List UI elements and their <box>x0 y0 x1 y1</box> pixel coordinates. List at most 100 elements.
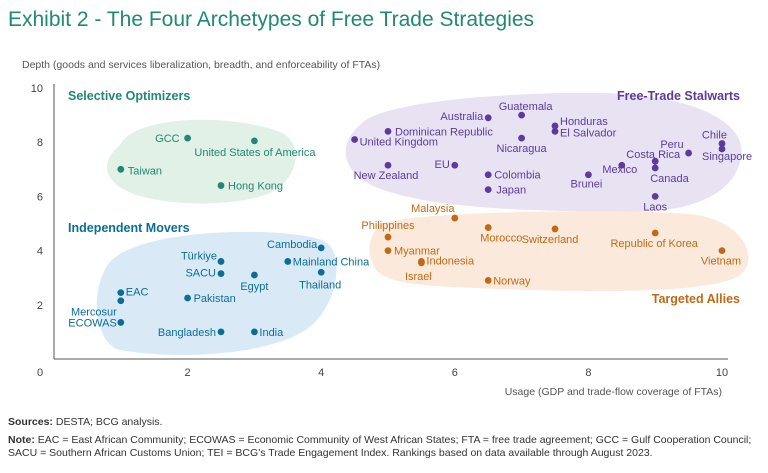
note-text: EAC = East African Community; ECOWAS = E… <box>8 434 752 459</box>
point-mexico <box>618 161 626 169</box>
point-canada <box>651 164 659 172</box>
point-ecowas <box>117 319 125 326</box>
point-turkiye <box>217 258 225 265</box>
label-brunei: Brunei <box>571 179 603 191</box>
label-egypt: Egypt <box>240 281 268 293</box>
sources-line: Sources: DESTA; BCG analysis. <box>8 416 162 428</box>
label-new-zealand: New Zealand <box>354 170 419 182</box>
point-taiwan <box>117 165 125 173</box>
label-philippines: Philippines <box>361 220 415 232</box>
point-dominican-republic <box>384 127 392 135</box>
page-title: Exhibit 2 - The Four Archetypes of Free … <box>8 8 535 31</box>
label-canada: Canada <box>650 173 689 185</box>
sources-label: Sources: <box>8 416 53 428</box>
label-taiwan: Taiwan <box>128 165 162 177</box>
label-mexico: Mexico <box>602 164 637 176</box>
label-eac: EAC <box>126 287 149 299</box>
point-bangladesh <box>217 328 225 336</box>
label-colombia: Colombia <box>494 170 541 182</box>
label-mercosur: Mercosur <box>71 307 117 319</box>
point-honduras <box>551 122 559 130</box>
x-tick-label: 0 <box>37 367 43 379</box>
point-thailand <box>317 268 325 276</box>
label-turkiye: Türkiye <box>181 250 217 262</box>
group-heading-targeted-allies: Targeted Allies <box>652 292 740 306</box>
point-united-kingdom <box>351 136 358 143</box>
point-costa-rica <box>651 157 659 165</box>
label-nicaragua: Nicaragua <box>497 143 548 155</box>
point-chile <box>718 140 726 147</box>
point-pakistan <box>184 294 192 302</box>
point-switzerland <box>551 225 559 233</box>
point-egypt <box>251 271 258 279</box>
point-cambodia <box>317 244 325 252</box>
label-sacu: SACU <box>185 268 216 280</box>
label-eu: EU <box>435 159 450 171</box>
point-nicaragua <box>518 134 525 142</box>
label-dominican-republic: Dominican Republic <box>395 126 493 138</box>
label-australia: Australia <box>440 111 484 123</box>
point-malaysia <box>451 214 459 222</box>
label-chile: Chile <box>702 130 727 142</box>
point-norway <box>484 277 492 284</box>
point-new-zealand <box>384 161 392 169</box>
label-morocco: Morocco <box>480 233 522 245</box>
label-mainland-china: Mainland China <box>293 256 370 268</box>
point-japan <box>484 186 492 194</box>
label-india: India <box>259 327 284 339</box>
x-tick-label: 8 <box>585 367 591 379</box>
y-axis-label: Depth (goods and services liberalization… <box>22 59 381 71</box>
label-switzerland: Switzerland <box>522 234 579 246</box>
label-ecowas: ECOWAS <box>68 317 117 329</box>
point-peru <box>685 149 692 157</box>
point-india <box>251 328 258 336</box>
label-malaysia: Malaysia <box>411 203 455 215</box>
point-myanmar <box>384 247 392 255</box>
label-israel: Israel <box>405 271 432 283</box>
scatter-chart: 0 2 4 6 8 10 2 4 6 8 10 Usage (GDP and trade-flow c… <box>31 83 752 398</box>
point-israel <box>418 259 425 267</box>
point-eu <box>451 161 459 169</box>
note-paragraph: Note: EAC = East African Community; ECOW… <box>8 434 760 460</box>
label-united-states-of-america: United States of America <box>194 147 316 159</box>
label-cambodia: Cambodia <box>267 239 318 251</box>
label-laos: Laos <box>643 201 667 213</box>
label-indonesia: Indonesia <box>426 255 475 267</box>
label-costa-rica: Costa Rica <box>626 149 681 161</box>
point-republic-of-korea <box>651 229 659 237</box>
group-heading-independent-movers: Independent Movers <box>68 221 190 235</box>
label-thailand: Thailand <box>299 279 341 291</box>
point-philippines <box>384 233 392 241</box>
x-tick-label: 6 <box>452 367 458 379</box>
label-japan: Japan <box>496 185 526 197</box>
point-eac <box>117 289 125 297</box>
label-gcc: GCC <box>155 133 180 145</box>
label-bangladesh: Bangladesh <box>158 327 216 339</box>
point-australia <box>484 114 492 122</box>
point-mainland-china <box>284 258 292 265</box>
label-norway: Norway <box>493 275 531 287</box>
label-guatemala: Guatemala <box>499 101 554 113</box>
point-sacu <box>217 270 225 278</box>
y-tick-label: 4 <box>37 246 43 258</box>
point-el-salvador <box>551 127 559 135</box>
sources-text: DESTA; BCG analysis. <box>55 416 163 428</box>
independent-region <box>96 231 337 356</box>
y-tick-label: 6 <box>37 191 43 203</box>
label-republic-of-korea: Republic of Korea <box>610 238 698 250</box>
y-tick-label: 8 <box>37 137 43 149</box>
note-label: Note: <box>8 434 35 446</box>
group-heading-free-trade-stalwarts: Free-Trade Stalwarts <box>617 89 740 103</box>
point-hong-kong <box>217 182 225 189</box>
label-singapore: Singapore <box>702 151 752 163</box>
label-el-salvador: El Salvador <box>560 127 617 139</box>
point-united-states-of-america <box>251 137 258 145</box>
point-vietnam <box>718 247 726 255</box>
x-tick-label: 10 <box>716 367 728 379</box>
x-axis-label: Usage (GDP and trade-flow coverage of FT… <box>505 386 722 398</box>
label-pakistan: Pakistan <box>194 293 236 305</box>
label-myanmar: Myanmar <box>394 246 440 258</box>
point-brunei <box>585 171 592 179</box>
y-tick-label: 2 <box>37 300 43 312</box>
label-peru: Peru <box>660 139 683 151</box>
